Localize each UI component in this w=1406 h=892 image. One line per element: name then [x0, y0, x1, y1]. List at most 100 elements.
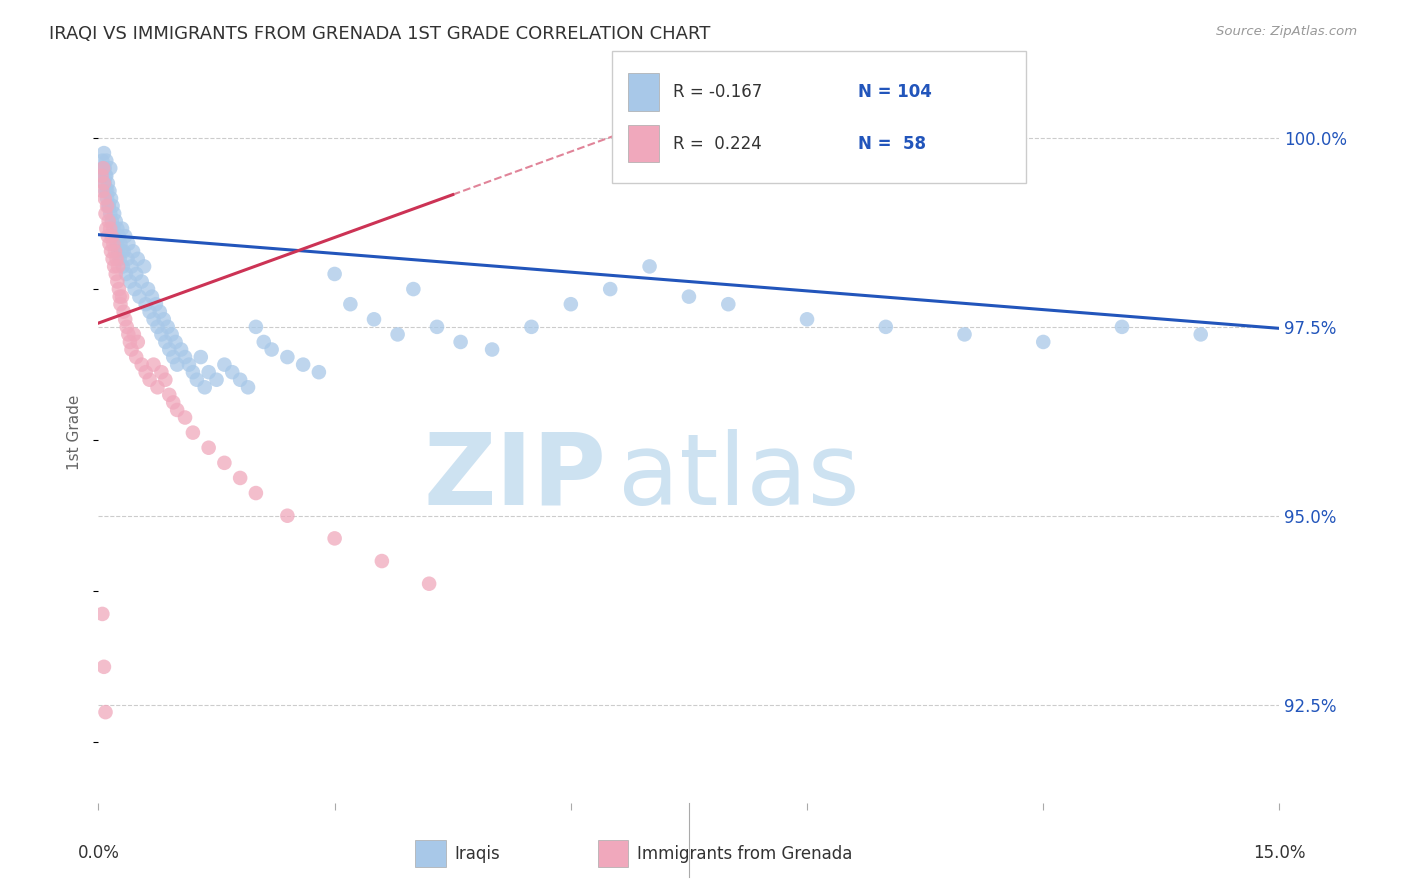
- Point: [111, 290, 134, 304]
- Point: [638, 260, 661, 274]
- Point: [94, 169, 117, 183]
- Point: [94, 184, 117, 198]
- Point: [145, 297, 167, 311]
- Point: [97, 177, 120, 191]
- Point: [94, 705, 117, 719]
- Point: [160, 327, 183, 342]
- Point: [197, 365, 219, 379]
- Point: [117, 236, 139, 251]
- Point: [170, 343, 193, 357]
- Point: [110, 244, 132, 259]
- Point: [108, 290, 131, 304]
- Point: [93, 177, 115, 191]
- Point: [205, 373, 228, 387]
- Point: [953, 327, 976, 342]
- Point: [127, 334, 149, 349]
- Point: [104, 214, 127, 228]
- Point: [678, 290, 700, 304]
- Point: [155, 334, 177, 349]
- Point: [115, 267, 138, 281]
- Text: atlas: atlas: [619, 428, 859, 525]
- Point: [122, 244, 145, 259]
- Point: [229, 471, 252, 485]
- Point: [162, 350, 184, 364]
- Point: [253, 334, 276, 349]
- Point: [110, 297, 132, 311]
- Point: [174, 350, 197, 364]
- Point: [387, 327, 409, 342]
- Point: [229, 373, 252, 387]
- Point: [157, 388, 180, 402]
- Point: [308, 365, 330, 379]
- Point: [181, 365, 204, 379]
- Point: [111, 260, 134, 274]
- Point: [165, 334, 187, 349]
- Point: [132, 260, 155, 274]
- Point: [260, 343, 283, 357]
- Point: [1032, 334, 1054, 349]
- Point: [138, 304, 160, 318]
- Text: 15.0%: 15.0%: [1253, 845, 1306, 863]
- Point: [96, 221, 118, 235]
- Point: [114, 312, 136, 326]
- Point: [402, 282, 425, 296]
- Point: [105, 221, 128, 235]
- Point: [101, 199, 124, 213]
- Point: [103, 221, 125, 235]
- Point: [105, 275, 128, 289]
- Point: [101, 214, 124, 228]
- Point: [450, 334, 472, 349]
- Point: [796, 312, 818, 326]
- Point: [190, 350, 212, 364]
- Point: [236, 380, 259, 394]
- Point: [103, 260, 125, 274]
- Point: [128, 290, 150, 304]
- Point: [121, 343, 143, 357]
- Point: [131, 358, 153, 372]
- Text: Iraqis: Iraqis: [454, 845, 501, 863]
- Point: [214, 456, 236, 470]
- Y-axis label: 1st Grade: 1st Grade: [67, 395, 83, 470]
- Point: [105, 252, 128, 266]
- Point: [100, 244, 122, 259]
- Point: [146, 319, 169, 334]
- Point: [108, 229, 131, 244]
- Point: [155, 373, 177, 387]
- Point: [93, 191, 115, 205]
- Point: [104, 267, 127, 281]
- Text: Source: ZipAtlas.com: Source: ZipAtlas.com: [1216, 25, 1357, 38]
- Point: [118, 275, 141, 289]
- Point: [131, 275, 153, 289]
- Point: [121, 260, 143, 274]
- Point: [104, 229, 127, 244]
- Point: [166, 403, 188, 417]
- Point: [112, 304, 135, 318]
- Point: [599, 282, 621, 296]
- Point: [98, 184, 121, 198]
- Point: [97, 229, 120, 244]
- Point: [107, 260, 129, 274]
- Point: [520, 319, 543, 334]
- Point: [1111, 319, 1133, 334]
- Point: [117, 327, 139, 342]
- Point: [108, 282, 131, 296]
- Point: [276, 350, 298, 364]
- Point: [135, 365, 157, 379]
- Point: [114, 229, 136, 244]
- Point: [339, 297, 361, 311]
- Text: N = 104: N = 104: [858, 83, 932, 101]
- Text: N =  58: N = 58: [858, 135, 925, 153]
- Point: [214, 358, 236, 372]
- Point: [93, 660, 115, 674]
- Point: [142, 312, 165, 326]
- Point: [149, 304, 172, 318]
- Point: [98, 236, 121, 251]
- Point: [122, 327, 145, 342]
- Point: [96, 184, 118, 198]
- Text: 0.0%: 0.0%: [77, 845, 120, 863]
- Point: [181, 425, 204, 440]
- Point: [115, 319, 138, 334]
- Point: [156, 319, 179, 334]
- Point: [110, 236, 132, 251]
- Point: [150, 327, 173, 342]
